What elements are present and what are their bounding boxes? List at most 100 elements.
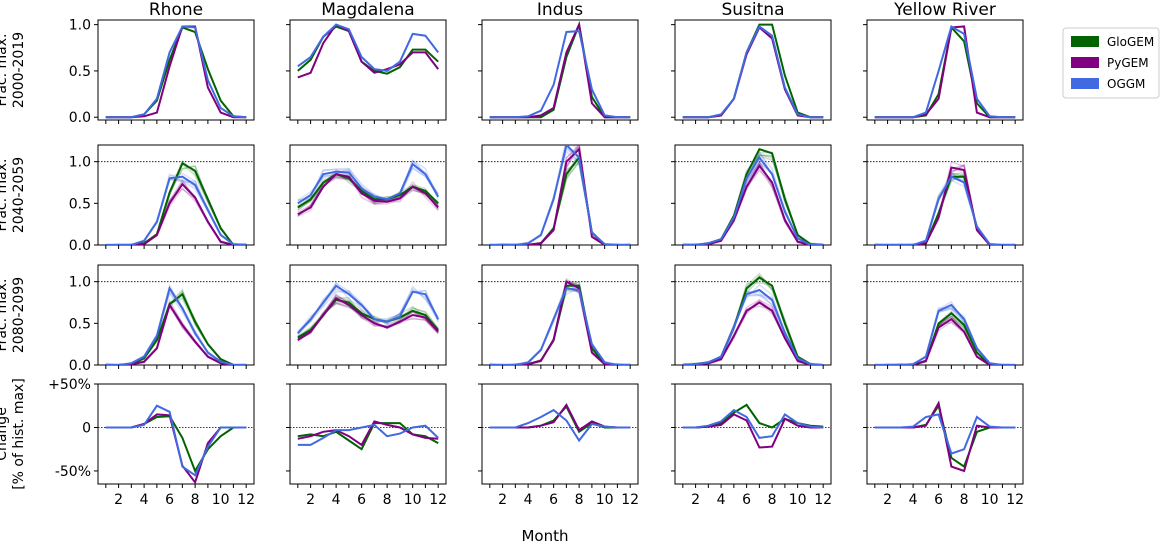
x-tick-label: 6 xyxy=(357,492,366,508)
x-tick-label: 4 xyxy=(140,492,149,508)
panel-magdalena-row1 xyxy=(286,19,447,124)
ensemble-line-oggm xyxy=(297,159,439,204)
panel-magdalena-row4: 2 4 6 8 10 12 xyxy=(286,383,447,508)
series-group xyxy=(874,24,1016,119)
panel-frame xyxy=(674,19,832,121)
y-axis-label-line: 2040-2059 xyxy=(11,157,27,233)
y-axis-label-line: 2000-2019 xyxy=(11,32,27,108)
series-line-oggm xyxy=(489,30,631,119)
series-line-pygem xyxy=(874,166,1016,245)
series-group xyxy=(105,283,247,365)
series-line-pygem xyxy=(489,280,631,365)
x-tick-label: 4 xyxy=(909,492,918,508)
panel-magdalena-row2 xyxy=(286,144,447,249)
panel-yellow-river-row4: 2 4 6 8 10 12 xyxy=(863,383,1024,508)
panel-rhone-row3: 0.0 0.5 1.0 Frac. max.2080-2099 xyxy=(0,264,255,374)
x-tick-label: 4 xyxy=(524,492,533,508)
y-axis-label: Change[% of hist. max] xyxy=(0,378,27,490)
x-tick-label: 10 xyxy=(981,492,999,508)
legend-swatch-oggm xyxy=(1071,78,1099,89)
panel-frame xyxy=(481,19,639,121)
series-group xyxy=(297,23,439,79)
series-line-oggm xyxy=(489,287,631,365)
x-tick-label: 8 xyxy=(383,492,392,508)
panel-frame xyxy=(866,264,1024,366)
panel-susitna-row2 xyxy=(671,144,832,249)
series-group xyxy=(297,159,440,218)
legend-label-glogem: GloGEM xyxy=(1107,35,1154,49)
series-line-pygem xyxy=(297,173,439,216)
y-axis-label-line: 2080-2099 xyxy=(11,277,27,353)
series-group xyxy=(874,400,1016,473)
series-line-oggm xyxy=(105,404,247,477)
series-group xyxy=(105,404,247,484)
x-tick-label: 8 xyxy=(960,492,969,508)
series-line-pygem xyxy=(874,317,1016,365)
ensemble-line-oggm xyxy=(297,160,439,203)
x-tick-label: 10 xyxy=(404,492,422,508)
y-axis-label-line: [% of hist. max] xyxy=(11,378,27,490)
y-tick-label: 0.5 xyxy=(69,316,91,332)
y-tick-label: 0.0 xyxy=(69,358,91,374)
y-axis-label-line: Frac. max. xyxy=(0,279,10,352)
series-line-oggm xyxy=(297,284,440,334)
x-tick-label: 12 xyxy=(1006,492,1024,508)
panel-frame xyxy=(289,19,447,121)
x-tick-label: 12 xyxy=(429,492,447,508)
y-tick-label: 0.0 xyxy=(69,110,91,126)
x-tick-label: 6 xyxy=(165,492,174,508)
ensemble-line-pygem xyxy=(874,314,1016,365)
series-group xyxy=(682,147,824,245)
series-group xyxy=(874,300,1016,365)
y-axis-label-line: Frac. max. xyxy=(0,34,10,107)
x-tick-label: 6 xyxy=(934,492,943,508)
series-line-oggm xyxy=(682,24,824,119)
series-group xyxy=(682,403,824,449)
y-axis-label: Frac. max.2000-2019 xyxy=(0,32,27,108)
y-tick-label: 0.5 xyxy=(69,64,91,80)
panel-susitna-row4: 2 4 6 8 10 12 xyxy=(671,383,832,508)
series-line-oggm xyxy=(874,175,1016,245)
y-axis-label: Frac. max.2040-2059 xyxy=(0,157,27,233)
ensemble-line-oggm xyxy=(297,287,439,332)
y-tick-label: 0.0 xyxy=(69,238,91,254)
series-line-oggm xyxy=(297,423,439,446)
series-group xyxy=(489,277,631,365)
series-line-oggm xyxy=(297,162,440,205)
x-tick-label: 4 xyxy=(717,492,726,508)
series-line-oggm xyxy=(105,285,247,365)
x-tick-label: 2 xyxy=(306,492,315,508)
panel-frame xyxy=(97,19,255,121)
series-line-oggm xyxy=(874,303,1016,365)
panel-magdalena-row3 xyxy=(286,264,447,369)
panel-indus-row3 xyxy=(478,264,639,369)
panel-frame xyxy=(97,383,255,485)
x-tick-label: 10 xyxy=(212,492,230,508)
x-tick-label: 12 xyxy=(237,492,255,508)
series-line-pygem xyxy=(297,23,439,79)
panel-yellow-river-row1 xyxy=(863,19,1024,124)
x-tick-label: 4 xyxy=(332,492,341,508)
y-axis-label: Frac. max.2080-2099 xyxy=(0,277,27,353)
panel-susitna-row3 xyxy=(671,264,832,369)
series-line-oggm xyxy=(682,155,824,245)
x-tick-label: 2 xyxy=(114,492,123,508)
panel-indus-row4: 2 4 6 8 10 12 xyxy=(478,383,639,508)
x-tick-label: 8 xyxy=(575,492,584,508)
y-axis-label-line: Frac. max. xyxy=(0,159,10,232)
y-tick-label: 1.0 xyxy=(69,155,91,171)
legend: GloGEM PyGEM OGGM xyxy=(1062,27,1160,99)
legend-swatch-glogem xyxy=(1071,36,1099,47)
x-tick-label: 2 xyxy=(498,492,507,508)
y-tick-label: 0.5 xyxy=(69,196,91,212)
panel-susitna-row1 xyxy=(671,19,832,124)
series-line-oggm xyxy=(489,145,631,245)
series-group xyxy=(489,402,631,443)
x-tick-label: 8 xyxy=(768,492,777,508)
series-line-oggm xyxy=(682,288,824,365)
series-group xyxy=(489,145,631,245)
series-line-oggm xyxy=(297,23,439,72)
series-group xyxy=(874,161,1016,245)
legend-label-oggm: OGGM xyxy=(1107,77,1145,91)
